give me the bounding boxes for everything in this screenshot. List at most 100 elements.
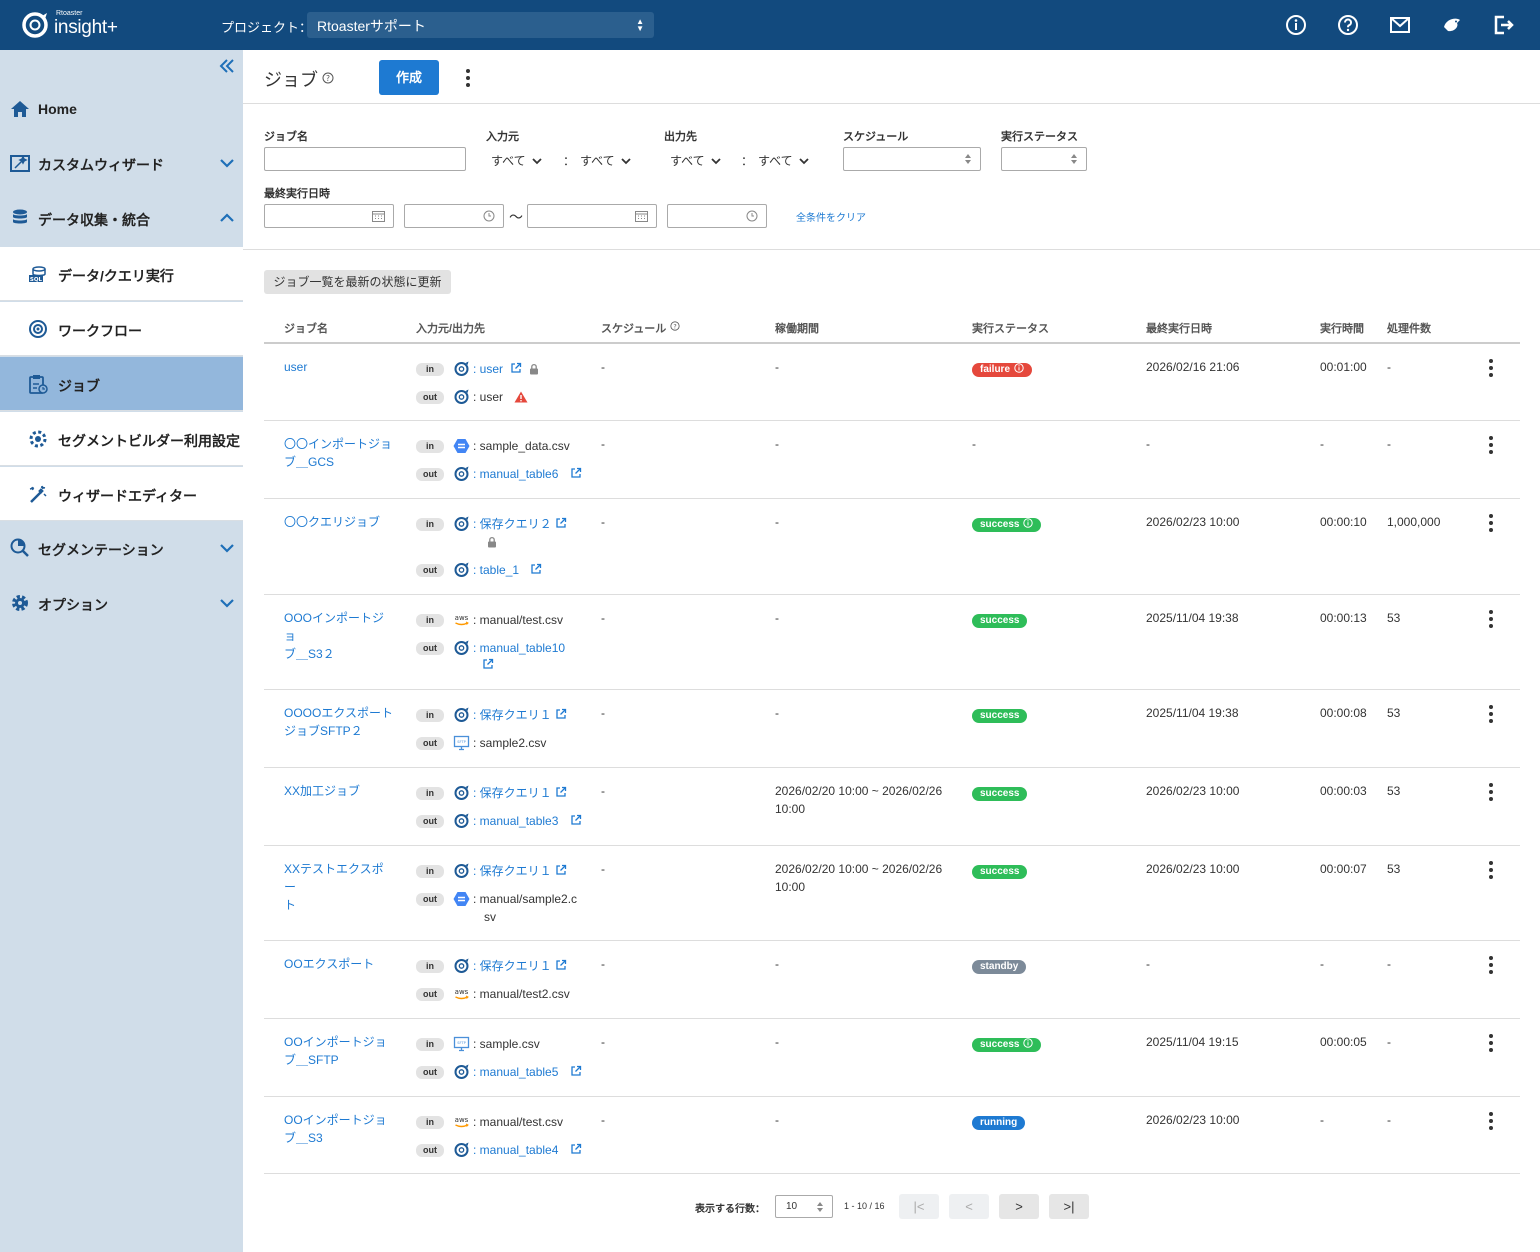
sidebar-item-label: オプション [38, 597, 108, 613]
row-menu-icon[interactable] [1484, 860, 1498, 880]
table-row: XXテストエクスポート in: 保存クエリ１ out: manual/sample2… [243, 846, 1540, 941]
info-icon[interactable] [1023, 1038, 1034, 1048]
output-destination-link[interactable]: : manual_table5 [473, 1065, 558, 1079]
row-menu-icon[interactable] [1484, 513, 1498, 533]
bird-icon[interactable] [1440, 13, 1464, 37]
sidebar-item-workflow[interactable]: ワークフロー [0, 302, 243, 356]
last-run-from-time-input[interactable] [404, 204, 504, 228]
mail-icon[interactable] [1388, 13, 1412, 37]
external-link-icon[interactable] [570, 814, 582, 826]
output-destination-link[interactable]: : manual_table6 [473, 467, 558, 481]
row-menu-icon[interactable] [1484, 704, 1498, 724]
job-name-link[interactable]: OOインポートジョ ブ＿SFTP [284, 1033, 394, 1069]
app-logo[interactable]: Rtoaster insight+ [20, 10, 130, 42]
job-name-link[interactable]: OOOインポートジョ ブ＿S3２ [284, 609, 394, 663]
external-link-icon[interactable] [482, 658, 494, 670]
sidebar-item-data-collection[interactable]: データ収集・統合 [0, 191, 243, 246]
external-link-icon[interactable] [555, 708, 567, 720]
sidebar-item-data-query[interactable]: SQL データ/クエリ実行 [0, 247, 243, 301]
row-menu-icon[interactable] [1484, 1033, 1498, 1053]
job-name-input[interactable] [264, 147, 466, 171]
calendar-icon[interactable] [635, 210, 648, 222]
help-icon[interactable]: ? [322, 72, 334, 84]
row-menu-icon[interactable] [1484, 955, 1498, 975]
external-link-icon[interactable] [510, 362, 522, 374]
collapse-sidebar-icon[interactable] [218, 58, 236, 74]
create-button[interactable]: 作成 [379, 60, 439, 95]
job-name-link[interactable]: 〇〇インポートジョ ブ＿GCS [284, 435, 394, 471]
sidebar-item-job[interactable]: ジョブ [0, 357, 243, 411]
refresh-jobs-button[interactable]: ジョブ一覧を最新の状態に更新 [264, 270, 451, 294]
job-name-link[interactable]: OOOOエクスポート ジョブSFTP２ [284, 704, 394, 740]
input-source-link[interactable]: : 保存クエリ２ [473, 517, 552, 531]
help-icon[interactable]: ? [670, 321, 680, 331]
sidebar-item-home[interactable]: Home [0, 82, 243, 137]
output-destination-link[interactable]: : table_1 [473, 563, 519, 577]
input-type-dropdown[interactable]: すべて [491, 152, 542, 169]
output-destination-link[interactable]: : manual_table10 [473, 641, 565, 655]
external-link-icon[interactable] [530, 563, 542, 575]
row-menu-icon[interactable] [1484, 435, 1498, 455]
external-link-icon[interactable] [570, 467, 582, 479]
last-run-to-date-input[interactable] [527, 204, 657, 228]
input-source-link[interactable]: : 保存クエリ１ [473, 959, 552, 973]
input-source-link[interactable]: : 保存クエリ１ [473, 708, 552, 722]
output-destination-link[interactable]: : manual_table4 [473, 1143, 558, 1157]
job-name-line: OOエクスポート [284, 957, 375, 971]
status-badge: success [972, 865, 1028, 879]
input-value-dropdown[interactable]: すべて [580, 152, 631, 169]
sidebar-item-options[interactable]: オプション [0, 576, 243, 631]
info-icon[interactable] [1284, 13, 1308, 37]
last-run-to-time-input[interactable] [667, 204, 767, 228]
job-name-link[interactable]: 〇〇クエリジョブ [284, 513, 394, 531]
help-icon[interactable] [1336, 13, 1360, 37]
last-run-from-date-input[interactable] [264, 204, 394, 228]
status-select[interactable] [1001, 147, 1087, 171]
last-run-cell: 2026/02/23 10:00 [1146, 515, 1240, 529]
prev-page-button[interactable]: < [949, 1194, 989, 1219]
input-source-link[interactable]: : 保存クエリ１ [473, 786, 552, 800]
input-source-link[interactable]: : user [473, 362, 503, 376]
info-icon[interactable] [1023, 518, 1034, 528]
project-select[interactable]: Rtoasterサポート ▲ ▼ [307, 12, 654, 38]
output-destination-link[interactable]: : manual_table3 [473, 814, 558, 828]
sidebar-item-wizard-editor[interactable]: ウィザードエディター [0, 467, 243, 521]
input-source-link[interactable]: : 保存クエリ１ [473, 864, 552, 878]
svg-text:?: ? [326, 74, 330, 83]
row-menu-icon[interactable] [1484, 782, 1498, 802]
output-type-dropdown[interactable]: すべて [670, 152, 721, 169]
job-name-link[interactable]: OOインポートジョ ブ＿S3 [284, 1111, 394, 1147]
job-name-line: ブ＿GCS [284, 455, 335, 469]
external-link-icon[interactable] [555, 959, 567, 971]
row-menu-icon[interactable] [1484, 609, 1498, 629]
rows-per-page-select[interactable]: 10 [775, 1195, 833, 1218]
sidebar-item-segment-builder-settings[interactable]: セグメントビルダー利用設定 [0, 412, 243, 466]
external-link-icon[interactable] [555, 864, 567, 876]
clear-filters-link[interactable]: 全条件をクリア [796, 213, 866, 224]
schedule-select[interactable] [843, 147, 981, 171]
job-name-link[interactable]: XX加工ジョブ [284, 782, 394, 800]
clock-icon[interactable] [483, 210, 495, 222]
row-menu-icon[interactable] [1484, 358, 1498, 378]
external-link-icon[interactable] [570, 1143, 582, 1155]
external-link-icon[interactable] [555, 786, 567, 798]
job-name-link[interactable]: OOエクスポート [284, 955, 394, 973]
chevron-up-icon [220, 213, 234, 222]
first-page-button[interactable]: |< [899, 1194, 939, 1219]
external-link-icon[interactable] [570, 1065, 582, 1077]
logout-icon[interactable] [1492, 13, 1516, 37]
sidebar-item-segmentation[interactable]: セグメンテーション [0, 521, 243, 576]
external-link-icon[interactable] [555, 517, 567, 529]
job-name-link[interactable]: user [284, 358, 394, 376]
row-menu-icon[interactable] [1484, 1111, 1498, 1131]
table-row: XX加工ジョブ in: 保存クエリ１ out: manual_table3-2026… [243, 768, 1540, 846]
next-page-button[interactable]: > [999, 1194, 1039, 1219]
info-icon[interactable] [1014, 363, 1024, 373]
job-name-link[interactable]: XXテストエクスポート [284, 860, 394, 914]
output-value-dropdown[interactable]: すべて [758, 152, 809, 169]
clock-icon[interactable] [746, 210, 758, 222]
last-page-button[interactable]: >| [1049, 1194, 1089, 1219]
calendar-icon[interactable] [372, 210, 385, 222]
sidebar-item-custom-wizard[interactable]: カスタムウィザード [0, 136, 243, 191]
more-options-icon[interactable] [461, 68, 475, 88]
